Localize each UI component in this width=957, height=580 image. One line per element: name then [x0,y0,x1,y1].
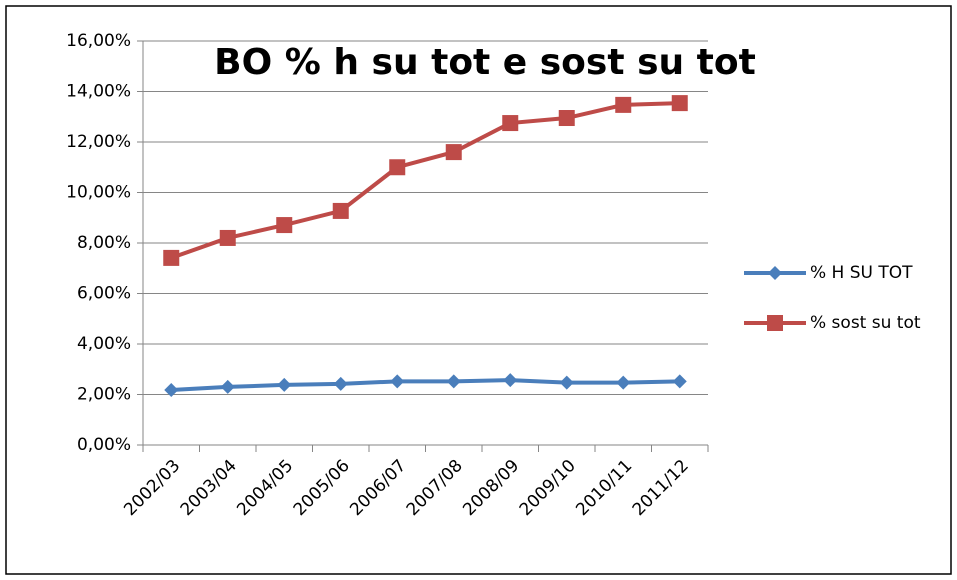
y-tick-label: 6,00% [77,284,131,304]
marker [164,382,179,397]
marker [390,374,405,389]
marker [219,229,236,246]
marker [276,217,293,234]
y-tick-label: 12,00% [66,132,131,152]
legend-label: % sost su tot [810,313,921,333]
marker [220,379,235,394]
marker [163,249,180,266]
marker [502,115,519,132]
marker [616,375,631,390]
marker [559,375,574,390]
y-tick-label: 8,00% [77,233,131,253]
y-tick-label: 10,00% [66,183,131,203]
legend-label: % H SU TOT [810,263,913,283]
y-tick-label: 0,00% [77,435,131,455]
marker [445,144,462,161]
marker [767,315,783,331]
y-tick-label: 2,00% [77,385,131,405]
marker [277,377,292,392]
marker [768,266,782,280]
series-line [171,378,680,392]
marker [615,96,632,113]
y-tick-label: 14,00% [66,82,131,102]
chart-frame [5,5,952,575]
marker [671,95,688,112]
series-line [170,101,680,260]
chart-title: BO % h su tot e sost su tot [214,42,756,83]
marker [389,159,406,176]
marker [333,376,348,391]
marker [446,374,461,389]
marker [672,374,687,389]
y-tick-label: 16,00% [66,31,131,51]
marker [558,110,575,127]
y-tick-label: 4,00% [77,334,131,354]
marker [503,373,518,388]
marker [332,202,349,219]
